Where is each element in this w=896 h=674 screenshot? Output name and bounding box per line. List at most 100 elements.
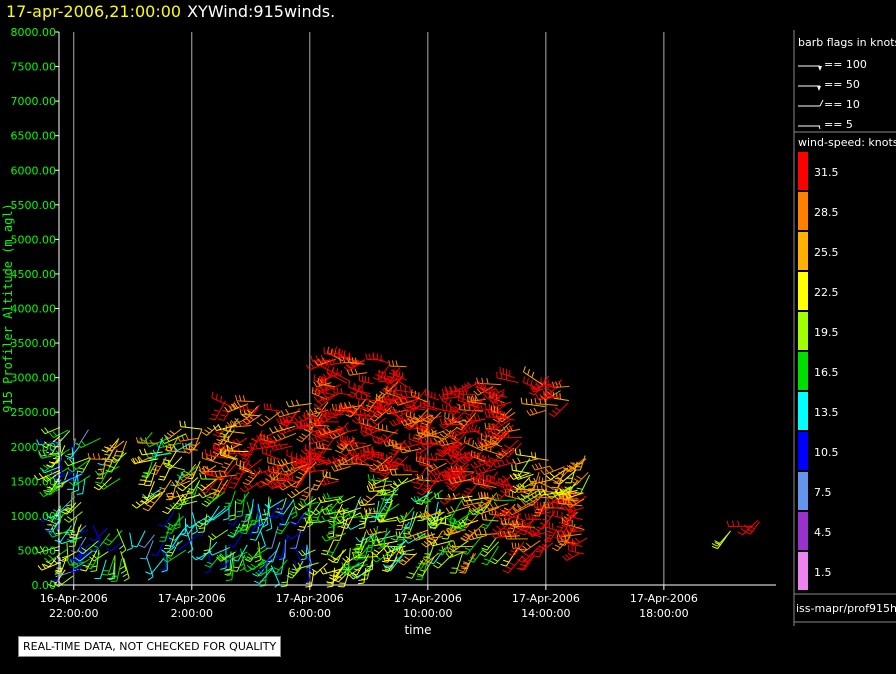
barb-feather [511, 464, 513, 471]
barb-shaft [537, 511, 552, 515]
barb-shaft [326, 371, 348, 384]
barb-feather [369, 520, 376, 523]
barb-shaft [471, 477, 493, 491]
barb-feather [304, 419, 309, 425]
barb-feather [433, 437, 439, 443]
barb-shaft [244, 447, 255, 463]
barb-feather [343, 350, 346, 357]
barb-shaft [477, 386, 494, 396]
barb-feather [104, 464, 111, 467]
barb-feather [319, 568, 324, 575]
barb-shaft [217, 479, 229, 496]
barb-feather [457, 475, 462, 482]
barb-feather [203, 552, 210, 555]
barb-shaft [268, 499, 284, 509]
barb-feather [470, 533, 475, 540]
barb-feather [230, 445, 234, 452]
barb-feather [263, 403, 266, 410]
barb-feather [497, 534, 504, 538]
barb-feather [204, 500, 210, 505]
barb-shaft [149, 437, 169, 448]
barb-feather [248, 565, 254, 571]
barb-feather [527, 513, 531, 520]
barb-shaft [229, 453, 253, 455]
barb-feather [343, 568, 349, 573]
barb-feather [204, 570, 211, 574]
barb-feather [474, 468, 479, 475]
barb-feather [223, 443, 226, 450]
barb-feather [366, 565, 373, 568]
barb-shaft [310, 570, 315, 587]
barb-shaft [376, 498, 390, 519]
barb-feather [559, 543, 566, 546]
barb-shaft [716, 532, 730, 547]
barb-feather [354, 368, 358, 375]
barb-feather [235, 458, 238, 465]
barb-feather [326, 477, 330, 484]
barb-feather [291, 568, 298, 572]
barb-feather [108, 577, 115, 581]
barb-shaft [473, 483, 497, 488]
chart-timestamp: 17-apr-2006,21:00:00 [6, 2, 182, 21]
barb-shaft [449, 551, 465, 559]
barb-feather [169, 445, 172, 452]
barb-shaft [513, 472, 530, 480]
barb-feather [234, 501, 241, 505]
barb-feather [463, 563, 470, 565]
barb-feather [401, 548, 405, 555]
barb-shaft [482, 448, 502, 456]
barb-feather [166, 432, 173, 437]
barb-feather [345, 458, 348, 465]
barb-feather [374, 440, 380, 445]
barb-feather [461, 384, 467, 390]
barb-feather [277, 460, 282, 466]
barb-shaft [303, 501, 319, 507]
barb-feather [487, 425, 494, 430]
barb-feather [109, 458, 115, 464]
barb-feather [261, 446, 264, 453]
speed-color-swatch [798, 312, 808, 350]
barb-feather [218, 443, 221, 450]
barb-feather [519, 532, 526, 536]
barb-feather [545, 514, 552, 518]
speed-color-swatch [798, 512, 808, 550]
barb-feather [463, 402, 469, 408]
barb-shaft [568, 550, 585, 555]
barb-feather [162, 557, 168, 563]
barb-feather [359, 520, 366, 523]
barb-shaft [557, 467, 566, 489]
barb-shaft [352, 450, 369, 465]
barb-feather [69, 481, 75, 487]
barb-shaft [540, 491, 562, 496]
barb-feather [164, 436, 170, 442]
barb-shaft [361, 430, 383, 441]
barb-feather [731, 520, 735, 527]
barb-feather [65, 504, 72, 507]
barb-feather [521, 519, 527, 525]
barb-feather [362, 408, 369, 412]
barb-feather [539, 522, 546, 526]
barb-feather [182, 442, 185, 449]
barb-shaft [531, 491, 547, 507]
barb-shaft [557, 540, 577, 545]
barb-feather [292, 563, 297, 570]
barb-shaft [343, 440, 367, 445]
barb-feather [463, 490, 470, 494]
barb-shaft [84, 545, 102, 556]
barb-feather [359, 523, 366, 526]
barb-shaft [371, 483, 392, 490]
barb-feather [406, 464, 408, 471]
barb-feather [558, 502, 565, 505]
barb-shaft [213, 448, 234, 458]
chart-title: 17-apr-2006,21:00:00 XYWind:915winds. [6, 2, 335, 21]
barb-feather [144, 437, 148, 444]
barb-feather [131, 545, 138, 548]
barb-feather [453, 385, 459, 391]
barb-shaft [282, 478, 303, 491]
barb-feather [220, 567, 227, 570]
barb-feather [309, 412, 312, 419]
barb-feather [229, 514, 236, 517]
barb-feather [498, 478, 505, 483]
barb-feather [541, 477, 544, 484]
barb-feather [495, 480, 501, 485]
